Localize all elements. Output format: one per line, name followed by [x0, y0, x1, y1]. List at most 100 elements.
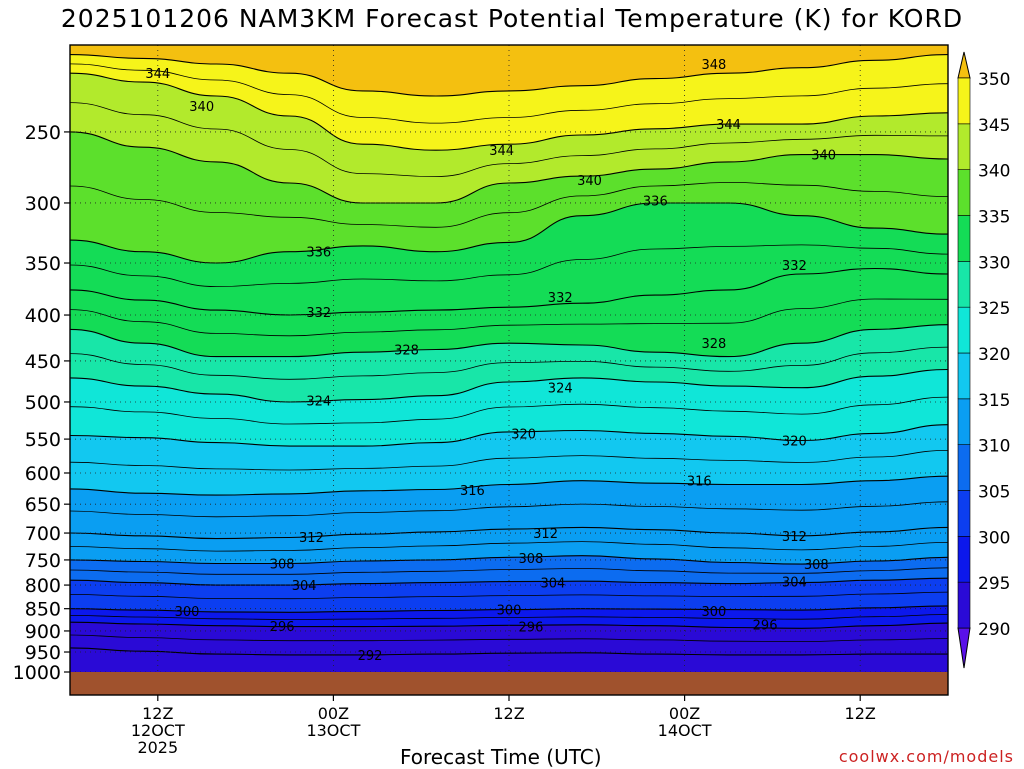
contour-label: 296	[753, 618, 778, 633]
colorbar-tick-label: 325	[978, 299, 1010, 319]
y-tick-label: 1000	[13, 662, 61, 684]
contour-line-346	[70, 63, 948, 124]
contour-label: 340	[811, 149, 836, 164]
contour-line-300	[70, 605, 948, 613]
contour-line-318	[70, 450, 948, 471]
contour-line-342	[70, 102, 948, 178]
contour-line-328	[70, 324, 948, 358]
y-tick-label: 400	[25, 305, 61, 327]
colorbar-band	[957, 398, 971, 445]
contour-line-320	[70, 424, 948, 447]
contour-label: 348	[701, 58, 726, 73]
contour-line-312	[70, 526, 948, 540]
y-tick-label: 550	[25, 429, 61, 451]
colorbar-tick-label: 340	[978, 162, 1010, 182]
contour-line-344	[70, 72, 948, 151]
colorbar-band	[957, 123, 971, 170]
contour-line-310	[70, 541, 948, 552]
colorbar-tick-label: 290	[978, 620, 1010, 640]
contour-label: 292	[358, 649, 383, 664]
colorbar-band	[957, 490, 971, 537]
contour-label: 312	[533, 527, 558, 542]
y-tick-label: 900	[25, 621, 61, 643]
contour-label: 308	[804, 558, 829, 573]
contour-label: 340	[577, 174, 602, 189]
colorbar-tick-label: 300	[978, 528, 1010, 548]
contour-line-316	[70, 475, 948, 496]
contour-label: 336	[643, 194, 668, 209]
colorbar: 290 295 300 305 310 315 320 325 330 335 340 345 350	[957, 51, 1010, 669]
contour-label: 300	[175, 605, 200, 620]
colorbar-band	[957, 215, 971, 262]
y-tick-label: 600	[25, 463, 61, 485]
credit-link[interactable]: coolwx.com/models	[838, 747, 1014, 766]
colorbar-band	[957, 352, 971, 400]
x-axis-label: Forecast Time (UTC)	[400, 745, 602, 769]
colorbar-band	[957, 444, 971, 491]
contour-line-324	[70, 368, 948, 403]
colorbar-band	[957, 261, 971, 308]
contour-line-336	[70, 202, 948, 264]
contour-label: 328	[394, 343, 419, 358]
y-tick-label: 800	[25, 575, 61, 597]
contour-label: 296	[519, 621, 544, 636]
contour-label: 316	[460, 484, 485, 499]
contour-label: 340	[189, 100, 214, 115]
contour-label: 344	[145, 67, 170, 82]
contour-label: 332	[306, 306, 331, 321]
contour-line-292	[70, 647, 948, 656]
contour-line-306	[70, 567, 948, 575]
colorbar-tick-label: 350	[978, 70, 1010, 90]
y-tick-label: 500	[25, 392, 61, 414]
y-tick-label: 850	[25, 599, 61, 621]
x-tick-label: 13OCT	[306, 721, 360, 740]
contour-line-332	[70, 267, 948, 316]
x-tick-label: 12Z	[142, 704, 173, 723]
colorbar-band	[957, 77, 971, 125]
contour-line-338	[70, 181, 948, 228]
chart-title: 2025101206 NAM3KM Forecast Potential Tem…	[60, 4, 964, 33]
x-tick-label: 12Z	[845, 704, 876, 723]
contour-label: 344	[489, 144, 514, 159]
y-tick-label: 650	[25, 494, 61, 516]
contour-line-304	[70, 577, 948, 586]
plot-area: 344 340 336 332 328 324 320 316 312 308 304 300 296 2…	[70, 45, 948, 672]
contour-label: 328	[701, 337, 726, 352]
contour-line-340	[70, 131, 948, 204]
colorbar-tick-label: 305	[978, 483, 1010, 503]
colorbar-tick-label: 295	[978, 574, 1010, 594]
colorbar-tick-label: 315	[978, 391, 1010, 411]
contour-label: 324	[306, 394, 331, 409]
contour-label: 336	[306, 246, 331, 261]
contour-label: 300	[701, 605, 726, 620]
x-tick-label: 2025	[137, 738, 178, 757]
y-tick-label: 750	[25, 550, 61, 572]
contour-label: 312	[299, 531, 324, 546]
colorbar-tick-label: 330	[978, 253, 1010, 273]
fill-band-292	[70, 647, 948, 672]
contour-label: 320	[511, 427, 536, 442]
y-tick-label: 250	[25, 122, 61, 144]
contour-label: 304	[540, 577, 565, 592]
contour-label: 332	[548, 291, 573, 306]
colorbar-top-arrow	[957, 51, 971, 79]
contour-label: 304	[292, 579, 317, 594]
y-tick-label: 950	[25, 642, 61, 664]
colorbar-tick-label: 320	[978, 345, 1010, 365]
contour-line-314	[70, 501, 948, 518]
x-tick-label: 00Z	[669, 704, 700, 723]
contour-line-308	[70, 555, 948, 565]
contour-line-298	[70, 614, 948, 620]
colorbar-band	[957, 306, 971, 354]
contour-line-294	[70, 634, 948, 643]
colorbar-tick-label: 335	[978, 208, 1010, 228]
colorbar-tick-label: 345	[978, 116, 1010, 136]
contour-label: 300	[497, 604, 522, 619]
colorbar-band	[957, 581, 971, 629]
contour-label: 304	[782, 576, 807, 591]
y-tick-label: 450	[25, 351, 61, 373]
contour-label: 308	[519, 552, 544, 567]
contour-label: 320	[782, 435, 807, 450]
x-tick-label: 14OCT	[658, 721, 712, 740]
